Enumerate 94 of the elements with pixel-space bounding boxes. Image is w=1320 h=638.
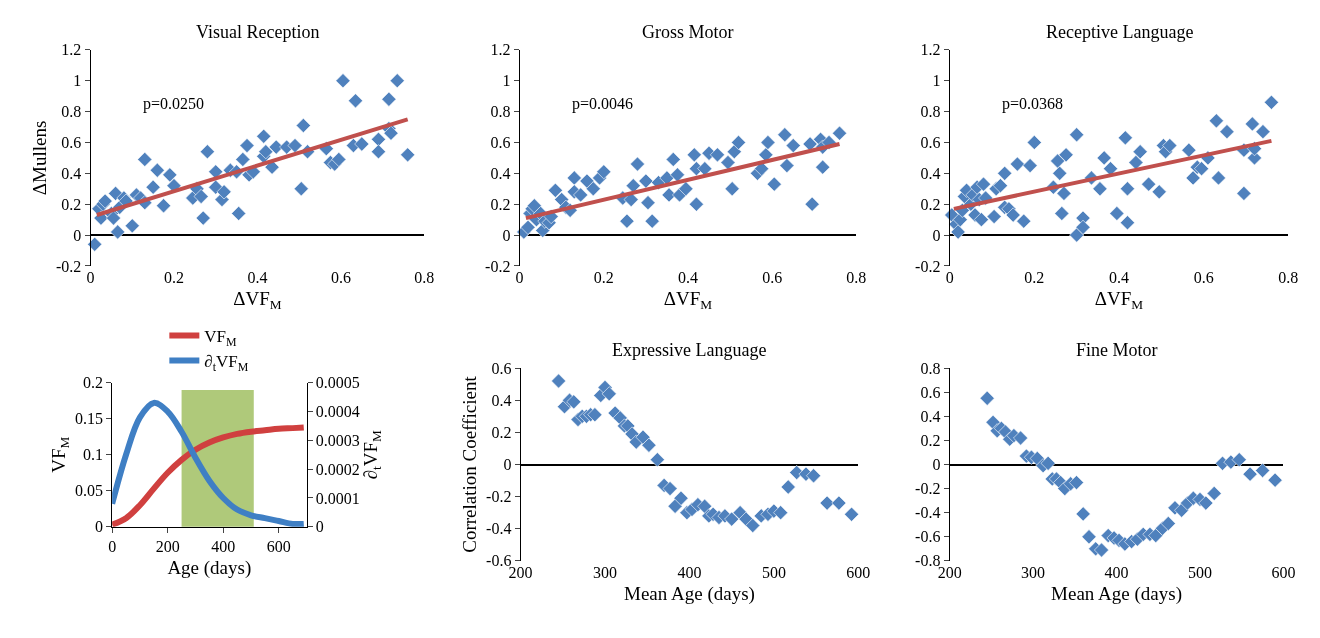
chart-title: Gross Motor [642,22,734,42]
y-tick-label: 0.6 [920,383,941,401]
x-tick-label: 300 [1021,563,1046,581]
x-tick-label: 300 [593,563,618,581]
y-tick-label: 0.2 [920,432,941,450]
x-axis-title: Mean Age (days) [624,582,755,605]
x-tick-label: 0 [945,268,954,286]
legend-label: ∂$_{t}$VF$_{M}$ [204,352,249,374]
y-tick-label: 0.1 [82,446,103,464]
y-tick-label: -0.6 [915,528,941,546]
y-tick-label: 1 [932,72,941,90]
x-tick-label: 0.4 [1109,268,1129,286]
annotation: p=0.0368 [1002,95,1064,113]
x-tick-label: 0.8 [414,268,435,286]
y-tick-label: 0 [932,456,941,474]
annotation: p=0.0250 [143,95,205,113]
y-tick-label: 0.4 [491,391,512,409]
y-tick-label: 0.8 [920,103,941,121]
x-tick-label: 0.2 [593,268,614,286]
x-tick-label: 0 [108,538,117,555]
y-tick-label: 0.2 [920,195,941,213]
y-tick-label: 0.05 [74,482,103,500]
x-axis-title: ΔVF$_{M}$ [1094,287,1144,312]
legend-label: VF$_{M}$ [204,327,238,349]
x-tick-label: 600 [1271,563,1296,581]
y-tick-label: 0.8 [490,103,511,121]
x-axis-title: ΔVF$_{M}$ [233,287,282,312]
y2-tick-label: 0.0003 [315,431,360,449]
y-tick-label: -0.4 [486,520,512,538]
chart-title: Expressive Language [612,340,767,360]
y-tick-label: 0.4 [61,164,82,182]
x-tick-label: 0 [515,268,524,286]
x-tick-label: 400 [211,538,236,555]
x-tick-label: 500 [761,563,786,581]
y-tick-label: 0.8 [920,359,941,377]
y-tick-label: 1.2 [490,41,511,59]
y-tick-label: 0.2 [82,374,103,392]
y-tick-label: 0.4 [920,407,941,425]
y-axis-title: Correlation Coefficient [458,375,480,553]
x-tick-label: 200 [155,538,180,555]
x-tick-label: 0.4 [677,268,698,286]
x-tick-label: 0.6 [1193,268,1214,286]
y-tick-label: 0 [73,226,82,244]
x-tick-label: 0.4 [247,268,268,286]
y-tick-label: 0 [932,226,941,244]
annotation: p=0.0046 [572,95,634,113]
x-tick-label: 400 [1104,563,1129,581]
y-tick-label: 1.2 [61,41,82,59]
x-tick-label: 600 [266,538,291,555]
y-tick-label: 0.6 [61,134,82,152]
y-tick-label: 0.6 [491,359,512,377]
chart-title: Fine Motor [1076,340,1158,360]
x-axis-title: Mean Age (days) [1051,582,1182,605]
y-tick-label: -0.2 [486,488,512,506]
y2-tick-label: 0 [315,518,324,536]
x-tick-label: 0.8 [846,268,867,286]
y-tick-label: 0.6 [490,134,511,152]
y-tick-label: 0.4 [490,164,511,182]
x-tick-label: 400 [677,563,702,581]
y-tick-label: 0 [94,518,103,536]
y2-tick-label: 0.0001 [315,489,360,507]
y-tick-label: 1 [73,72,82,90]
chart-title: Visual Reception [196,22,320,42]
x-axis-title: ΔVF$_{M}$ [663,287,713,312]
y-tick-label: 0.6 [920,134,941,152]
y-tick-label: -0.2 [915,257,941,275]
y-tick-label: 0 [502,226,511,244]
x-tick-label: 500 [1188,563,1212,581]
x-tick-label: 0.6 [330,268,351,286]
y-tick-label: 0.2 [491,423,512,441]
x-tick-label: 0.2 [164,268,184,286]
x-axis-title: Age (days) [167,556,252,579]
chart-title: Receptive Language [1046,22,1194,42]
y-tick-label: -0.2 [915,480,941,498]
x-tick-label: 0.6 [762,268,783,286]
x-tick-label: 600 [846,563,871,581]
x-tick-label: 0.8 [1278,268,1299,286]
y-tick-label: 0.8 [61,103,82,121]
y-tick-label: 0 [503,456,512,474]
y2-tick-label: 0.0004 [315,403,360,421]
x-tick-label: 0.2 [1024,268,1045,286]
y-tick-label: 0.2 [490,195,511,213]
y-tick-label: 1.2 [920,41,941,59]
y-tick-label: -0.2 [485,257,511,275]
y-tick-label: 1 [502,72,511,90]
y2-tick-label: 0.0002 [315,460,360,478]
y-tick-label: -0.4 [915,504,941,522]
y2-tick-label: 0.0005 [315,374,360,392]
y-tick-label: 0.15 [74,410,103,428]
y-tick-label: -0.2 [56,257,82,275]
y-tick-label: 0.2 [61,195,82,213]
y-tick-label: 0.4 [920,164,941,182]
y-axis-title: ΔMullens [28,120,50,196]
y-tick-label: -0.8 [915,552,941,570]
